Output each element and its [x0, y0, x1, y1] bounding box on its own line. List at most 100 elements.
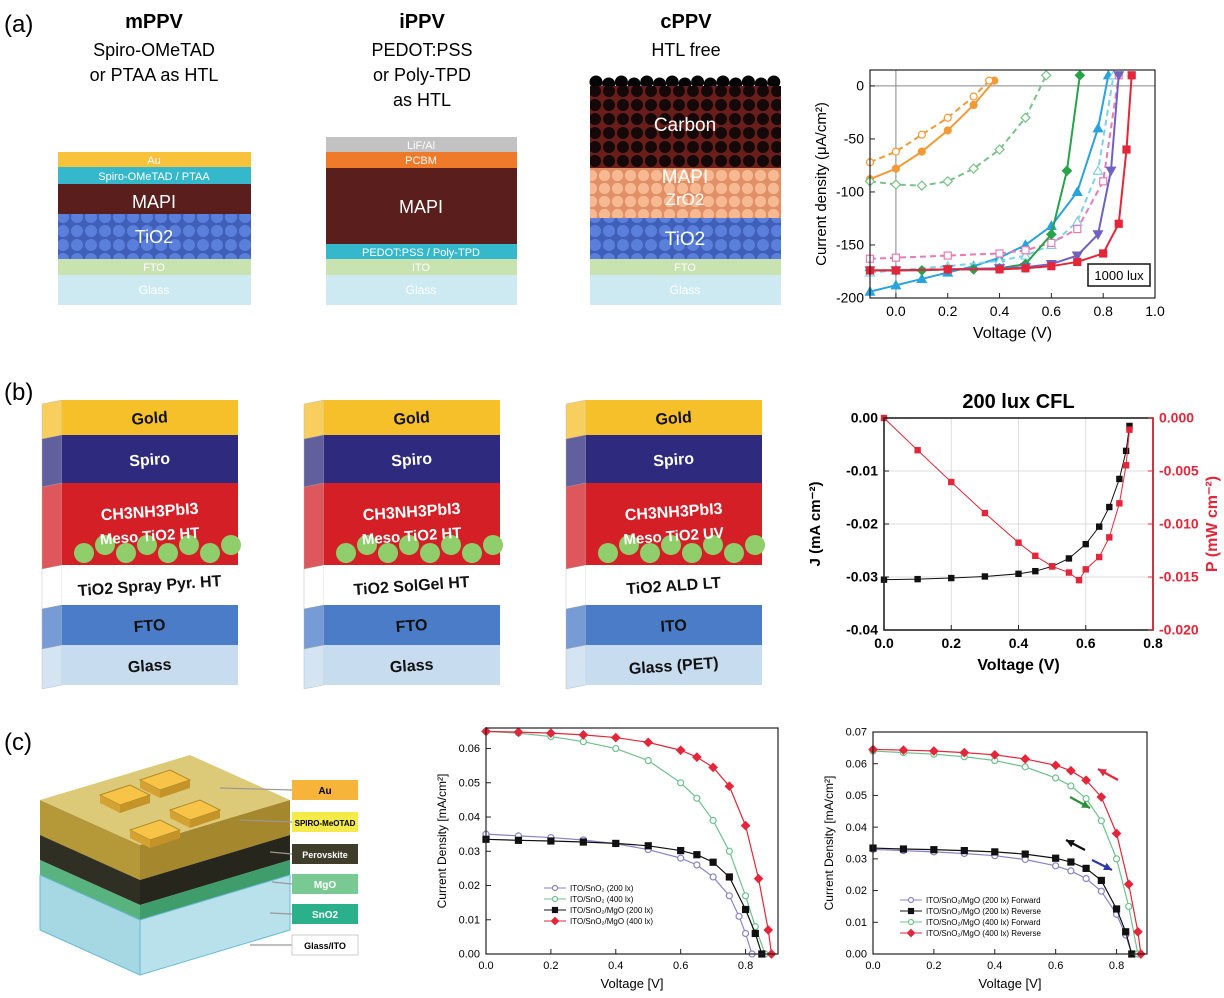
- y-tick-label: 0.02: [846, 885, 867, 897]
- layer-face: [586, 565, 762, 605]
- data-point: [1082, 864, 1090, 872]
- series: [482, 835, 766, 958]
- data-point: [943, 126, 952, 135]
- layer-side: [41, 482, 63, 570]
- data-point: [677, 854, 685, 862]
- x-tick-label: 0.6: [1042, 303, 1062, 319]
- data-point: [741, 929, 750, 938]
- layer-tio2: [58, 214, 251, 259]
- data-point: [1021, 850, 1029, 858]
- data-point: [1106, 503, 1113, 511]
- hysteresis-arrow: [1097, 768, 1119, 781]
- a-device-title: cPPV: [660, 11, 712, 33]
- legend: ITO/SnO₂ (200 lx) ITO/SnO₂ (400 lx) ITO/Sn…: [544, 884, 653, 926]
- legend-entry: ITO/SnO₂ (400 lx): [570, 895, 634, 904]
- x-tick-label: 1.0: [1145, 303, 1165, 319]
- data-point: [948, 478, 955, 486]
- chart-a-jv: 0.0 0.2 0.4 0.6 0.8 1.0 -200 -150 -100 -50 0 Voltag…: [813, 69, 1165, 342]
- x-tick-label: 0.0: [886, 303, 906, 319]
- arrow-head: [1081, 800, 1090, 808]
- data-point: [1105, 166, 1117, 177]
- meso-tio2-particle: [724, 543, 744, 563]
- chart-c2-hysteresis: 0.0 0.2 0.4 0.6 0.8 0.00 0.01 0.02 0.03 0.04 0.05 0…: [822, 727, 1148, 991]
- carbon-particle: [589, 75, 603, 89]
- x-tick-label: 0.8: [1093, 303, 1113, 319]
- data-point: [914, 447, 921, 454]
- layer-carbon: [590, 86, 781, 168]
- meso-tio2-particle: [200, 543, 220, 563]
- panel-label-c: (c): [4, 729, 32, 756]
- cube-top: [40, 755, 290, 845]
- layer-label: Meso TiO2 HT: [99, 525, 200, 549]
- layer-side: [303, 434, 325, 488]
- c-label-box-au: [292, 780, 358, 800]
- layer-label: ITO: [660, 617, 687, 636]
- layer-label: TiO2: [665, 229, 705, 250]
- layer-mapi: [58, 184, 251, 214]
- data-point: [1092, 122, 1104, 133]
- data-point: [1015, 539, 1022, 546]
- data-point: [943, 251, 952, 260]
- y-tick-label: 0.07: [846, 727, 867, 739]
- y-tick-label: -150: [836, 237, 864, 253]
- a-device-subtitle: or PTAA as HTL: [90, 65, 219, 85]
- c-device-cube: Au SPIRO-MeOTAD Perovskite MgO SnO2 Glas…: [39, 755, 359, 976]
- layer-side: [565, 482, 587, 570]
- cube-leaders: [219, 787, 293, 946]
- layer-side: [303, 482, 325, 570]
- data-point: [1097, 876, 1105, 885]
- data-point: [1127, 71, 1136, 80]
- data-point: [907, 918, 915, 926]
- data-point: [1099, 249, 1108, 258]
- a-device-mppv: mPPV Spiro-OMeTAD or PTAA as HTL Au Spir…: [58, 11, 251, 305]
- series-line: [869, 75, 1120, 260]
- layer-face: [62, 605, 238, 645]
- data-point: [547, 837, 555, 845]
- meso-tio2-particle: [158, 543, 178, 563]
- data-point: [943, 265, 952, 274]
- a-device-title: iPPV: [399, 11, 445, 33]
- layer-label: Spiro: [129, 451, 171, 471]
- data-point: [1052, 854, 1060, 862]
- y-axis-label: J (mA cm⁻²): [807, 482, 824, 567]
- c-label-box-sno2: [292, 904, 358, 924]
- panel-label-b: (b): [4, 379, 33, 406]
- data-point: [1116, 500, 1123, 507]
- layer-label: LiF/Al: [407, 140, 435, 152]
- x-tick-label: 0.0: [865, 960, 880, 972]
- y-tick-label: 0.00: [459, 949, 480, 961]
- a-device-cppv: cPPV HTL free Carbon MAPI ZrO2 TiO2 FTO …: [589, 11, 781, 305]
- x-tick-label: 0.6: [1048, 960, 1063, 972]
- data-point: [1082, 874, 1090, 883]
- layer-side: [565, 644, 587, 690]
- layer-side: [41, 644, 63, 690]
- data-point: [1074, 69, 1086, 81]
- series: [481, 726, 777, 959]
- x-tick-label: 0.8: [1143, 635, 1163, 651]
- carbon-particle: [665, 75, 679, 89]
- layer-label: FTO: [143, 262, 165, 274]
- layer-face: [586, 605, 762, 645]
- meso-tio2-particle: [483, 535, 503, 555]
- a-device-subtitle: PEDOT:PSS: [371, 40, 472, 60]
- data-point: [1133, 926, 1143, 937]
- series-line: [869, 75, 1115, 274]
- cube-perovskite-right: [140, 835, 290, 905]
- c-label-box-mgo: [292, 874, 358, 894]
- layer-face: [62, 435, 238, 483]
- data-point: [612, 839, 620, 847]
- au-contacts: [98, 769, 222, 848]
- y-tick-label: 0.06: [459, 743, 480, 755]
- meso-tio2-particle: [357, 535, 377, 555]
- y-tick-label: 0.01: [459, 914, 480, 926]
- data-point: [1111, 828, 1122, 839]
- data-point: [891, 164, 901, 173]
- data-point: [1052, 774, 1060, 782]
- data-point: [907, 907, 915, 915]
- data-point: [709, 858, 717, 866]
- data-point: [1073, 257, 1082, 267]
- data-point: [959, 747, 970, 758]
- legend-entry: ITO/SnO₂/MgO (200 lx): [570, 906, 653, 915]
